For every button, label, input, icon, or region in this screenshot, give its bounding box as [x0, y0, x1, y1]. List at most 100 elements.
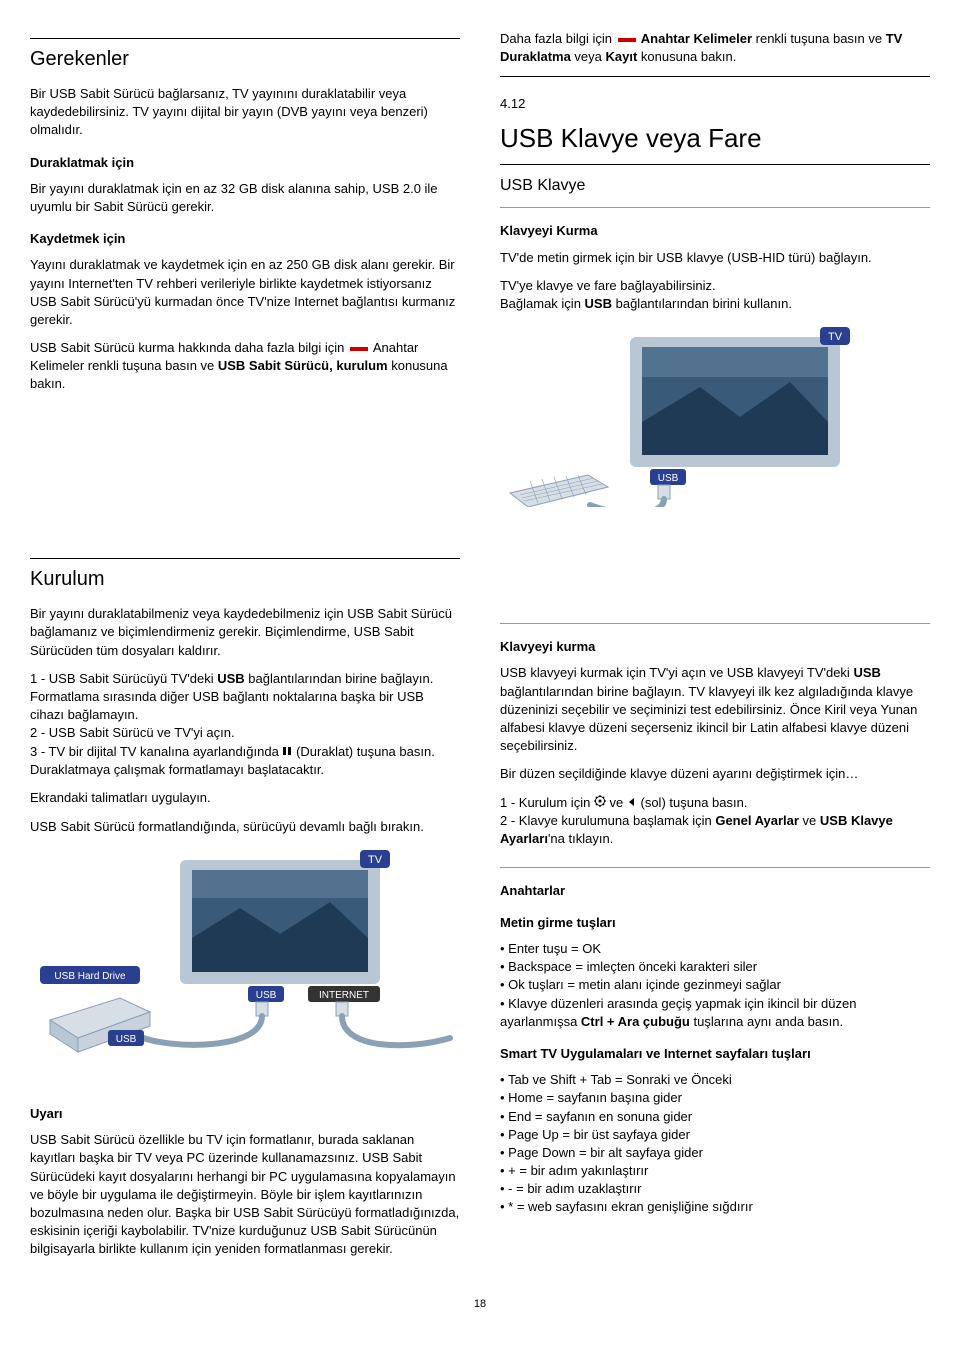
step: 1 - Kurulum için ve (sol) tuşuna basın. …: [500, 794, 930, 849]
text-bold: Genel Ayarlar: [715, 813, 799, 828]
list-item: End = sayfanın en sonuna gider: [500, 1108, 930, 1126]
paragraph: Yayını duraklatmak ve kaydetmek için en …: [30, 256, 460, 329]
text: USB Sabit Sürücü kurma hakkında daha faz…: [30, 340, 348, 355]
tv-label: TV: [368, 854, 383, 866]
subheading-kaydetmek: Kaydetmek için: [30, 230, 460, 248]
left-column: Gerekenler Bir USB Sabit Sürücü bağlarsa…: [30, 30, 460, 526]
divider: [500, 623, 930, 624]
color-key-icon: [618, 38, 636, 42]
paragraph: Bir yayını duraklatmak için en az 32 GB …: [30, 180, 460, 216]
right-column-bottom: Klavyeyi kurma USB klavyeyi kurmak için …: [500, 605, 930, 1268]
hdd-label: USB Hard Drive: [54, 971, 126, 982]
right-column: Daha fazla bilgi için Anahtar Kelimeler …: [500, 30, 930, 526]
list-item: Enter tuşu = OK: [500, 940, 930, 958]
paragraph: Bir yayını duraklatabilmeniz veya kayded…: [30, 605, 460, 660]
divider: [30, 38, 460, 39]
text: Daha fazla bilgi için: [500, 31, 616, 46]
list-item: - = bir adım uzaklaştırır: [500, 1180, 930, 1198]
subheading-duraklatmak: Duraklatmak için: [30, 154, 460, 172]
usb-label: USB: [658, 473, 679, 484]
paragraph: USB Sabit Sürücü kurma hakkında daha faz…: [30, 339, 460, 394]
text: renkli tuşuna basın ve: [752, 31, 886, 46]
text: 2 - Klavye kurulumuna başlamak için: [500, 813, 715, 828]
divider: [30, 558, 460, 559]
paragraph: USB Sabit Sürücü formatlandığında, sürüc…: [30, 818, 460, 836]
text: veya: [571, 49, 606, 64]
subheading-klavyeyi-kurma: Klavyeyi Kurma: [500, 222, 930, 240]
text-bold: USB: [217, 671, 244, 686]
text: 'na tıklayın.: [548, 831, 613, 846]
text: ve: [799, 813, 820, 828]
section-title: USB Klavye veya Fare: [500, 120, 930, 156]
subheading-anahtarlar: Anahtarlar: [500, 882, 930, 900]
text: tuşlarına aynı anda basın.: [690, 1014, 843, 1029]
diagram-usb-keyboard: TV USB: [500, 327, 930, 512]
text: (sol) tuşuna basın.: [637, 795, 748, 810]
list-smart-tv: Tab ve Shift + Tab = Sonraki ve ÖncekiHo…: [500, 1071, 930, 1217]
divider: [500, 207, 930, 208]
usb-label: USB: [256, 990, 277, 1001]
paragraph: Bir USB Sabit Sürücü bağlarsanız, TV yay…: [30, 85, 460, 140]
text: bağlantılarından birine bağlayın. TV kla…: [500, 684, 917, 754]
list-item: Page Up = bir üst sayfaya gider: [500, 1126, 930, 1144]
list-metin-tuslari: Enter tuşu = OKBackspace = imleçten önce…: [500, 940, 930, 1031]
text: 1 - Kurulum için: [500, 795, 594, 810]
page-number: 18: [30, 1297, 930, 1312]
subheading-smart-tv: Smart TV Uygulamaları ve Internet sayfal…: [500, 1045, 930, 1063]
list-item: Ok tuşları = metin alanı içinde gezinmey…: [500, 976, 930, 994]
list-item: Home = sayfanın başına gider: [500, 1089, 930, 1107]
tv-label: TV: [828, 331, 843, 343]
list-item: Backspace = imleçten önceki karakteri si…: [500, 958, 930, 976]
usb-label: USB: [116, 1034, 137, 1045]
step: 1 - USB Sabit Sürücüyü TV'deki USB bağla…: [30, 670, 460, 780]
text-bold: USB Sabit Sürücü, kurulum: [218, 358, 388, 373]
list-item: Tab ve Shift + Tab = Sonraki ve Önceki: [500, 1071, 930, 1089]
diagram-svg: TV USB: [500, 327, 930, 507]
left-column-bottom: Bir yayını duraklatabilmeniz veya kayded…: [30, 605, 460, 1268]
text: bağlantılarından birini kullanın.: [612, 296, 792, 311]
paragraph: Daha fazla bilgi için Anahtar Kelimeler …: [500, 30, 930, 66]
gear-icon: [594, 794, 606, 812]
section-number: 4.12: [500, 95, 930, 113]
left-arrow-icon: [627, 794, 637, 812]
heading-kurulum: Kurulum: [30, 565, 930, 593]
heading-gerekenler: Gerekenler: [30, 45, 460, 73]
text: Bağlamak için: [500, 296, 585, 311]
paragraph: USB Sabit Sürücü özellikle bu TV için fo…: [30, 1131, 460, 1258]
diagram-usb-hdd: TV USB INTERNET: [30, 850, 460, 1075]
paragraph: TV'ye klavye ve fare bağlayabilirsiniz. …: [500, 277, 930, 313]
text: 3 - TV bir dijital TV kanalına ayarlandı…: [30, 744, 282, 759]
list-item: Klavye düzenleri arasında geçiş yapmak i…: [500, 995, 930, 1031]
paragraph: Bir düzen seçildiğinde klavye düzeni aya…: [500, 765, 930, 783]
text-bold: USB: [853, 665, 880, 680]
divider: [500, 164, 930, 165]
top-columns: Gerekenler Bir USB Sabit Sürücü bağlarsa…: [30, 30, 930, 526]
text-bold: USB: [585, 296, 612, 311]
divider: [500, 867, 930, 868]
paragraph: Ekrandaki talimatları uygulayın.: [30, 789, 460, 807]
diagram-svg: TV USB INTERNET: [30, 850, 460, 1070]
text: 2 - USB Sabit Sürücü ve TV'yi açın.: [30, 725, 235, 740]
subheading-uyari: Uyarı: [30, 1105, 460, 1123]
list-item: Page Down = bir alt sayfaya gider: [500, 1144, 930, 1162]
bottom-columns: Bir yayını duraklatabilmeniz veya kayded…: [30, 605, 930, 1268]
text: TV'ye klavye ve fare bağlayabilirsiniz.: [500, 278, 716, 293]
internet-label: INTERNET: [319, 990, 369, 1001]
text: USB klavyeyi kurmak için TV'yi açın ve U…: [500, 665, 853, 680]
text: konusuna bakın.: [637, 49, 736, 64]
text: 1 - USB Sabit Sürücüyü TV'deki: [30, 671, 217, 686]
text-bold: Ctrl + Ara çubuğu: [581, 1014, 690, 1029]
divider: [500, 76, 930, 77]
paragraph: USB klavyeyi kurmak için TV'yi açın ve U…: [500, 664, 930, 755]
list-item: + = bir adım yakınlaştırır: [500, 1162, 930, 1180]
heading-usb-klavye: USB Klavye: [500, 175, 930, 197]
pause-icon: [282, 743, 292, 761]
text-bold: Kayıt: [606, 49, 638, 64]
paragraph: TV'de metin girmek için bir USB klavye (…: [500, 249, 930, 267]
text-bold: Anahtar Kelimeler: [638, 31, 752, 46]
subheading-metin-tuslari: Metin girme tuşları: [500, 914, 930, 932]
color-key-icon: [350, 347, 368, 351]
subheading-klavyeyi-kurma-2: Klavyeyi kurma: [500, 638, 930, 656]
text: ve: [606, 795, 627, 810]
list-item: * = web sayfasını ekran genişliğine sığd…: [500, 1198, 930, 1216]
